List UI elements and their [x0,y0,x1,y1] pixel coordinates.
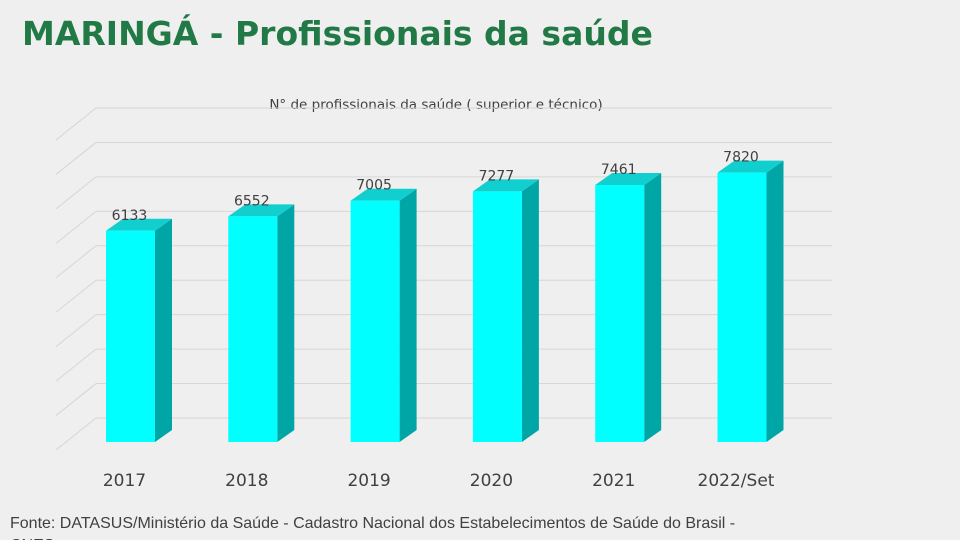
bar [717,160,784,442]
chart-gridlines [55,107,832,451]
bar-side [766,160,784,442]
category-label: 2021 [592,471,635,491]
source-note: Fonte: DATASUS/Ministério da Saúde - Cad… [10,515,736,540]
bar-front [350,200,400,442]
category-label: 2020 [470,471,513,491]
data-label: 7820 [723,150,759,166]
bar [228,204,295,442]
chart-labels: 6133 2017 6552 2018 7005 2019 7277 2020 7461 2021… [103,150,775,491]
bar-front [106,230,155,442]
category-label: 2017 [103,471,146,491]
bar-side [155,218,172,442]
gridline-depth [55,107,97,141]
category-label: 2022/Set [698,471,775,491]
bar-top [472,179,539,192]
bar [106,218,172,442]
bar-top [717,160,784,173]
bar [472,179,539,442]
data-label: 7277 [479,168,515,184]
bar-front [717,172,767,442]
data-label: 7461 [601,162,637,178]
bar [595,173,662,442]
bar-top [350,188,417,201]
data-label: 6133 [112,208,148,224]
gridline-depth [55,417,97,451]
page-title: MARINGÁ - Profissionais da saúde [22,14,653,53]
bar [350,188,417,442]
bar-side [399,188,417,442]
data-label: 6552 [234,193,270,209]
gridline-depth [55,383,97,416]
gridline-depth [55,348,97,382]
gridline-depth [55,176,97,210]
category-label: 2019 [347,471,390,491]
gridline-depth [55,142,97,175]
bar-top [595,173,662,186]
gridline-depth [55,245,97,279]
gridline-depth [55,314,97,348]
bar-side [644,173,662,442]
bar-front [472,191,522,442]
bar-front [228,216,278,442]
bar-top [228,204,295,217]
category-label: 2018 [225,471,268,491]
bar-side [521,179,539,442]
bar-front [595,185,645,442]
data-label: 7005 [356,178,392,194]
chart-bars [106,160,784,442]
gridline-depth [55,210,97,244]
bar-top [106,218,172,231]
chart-title: N° de profissionais da saúde ( superior … [269,97,602,113]
gridline-depth [55,279,97,313]
bar-side [277,204,295,442]
